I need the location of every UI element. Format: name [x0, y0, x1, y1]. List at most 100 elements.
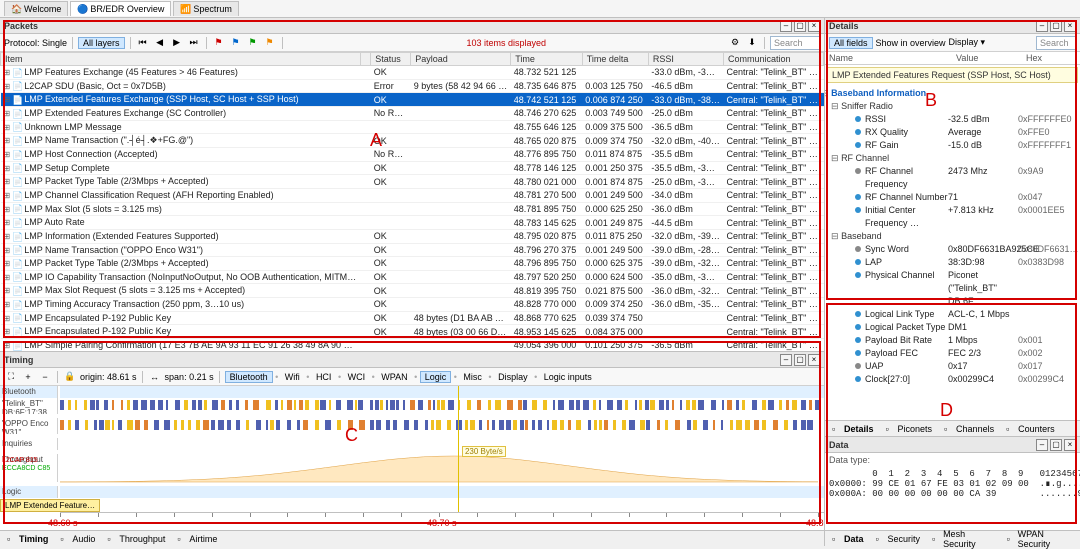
event[interactable] — [396, 400, 398, 410]
col-header[interactable]: Time — [511, 53, 583, 66]
timing-tab[interactable]: ▫Airtime — [174, 534, 220, 544]
event[interactable] — [196, 420, 200, 430]
event[interactable] — [525, 420, 528, 430]
event[interactable] — [467, 400, 471, 410]
track-label[interactable]: Logic — [0, 486, 58, 498]
event[interactable] — [488, 400, 492, 410]
event[interactable] — [246, 420, 250, 430]
event[interactable] — [144, 420, 148, 430]
event[interactable] — [583, 400, 589, 410]
event[interactable] — [599, 420, 602, 430]
min-icon[interactable]: – — [1036, 20, 1048, 32]
event[interactable] — [768, 400, 774, 410]
packet-row[interactable]: ⊞📄LMP Features Exchange (45 Features > 4… — [1, 66, 824, 80]
event[interactable] — [448, 400, 454, 410]
event[interactable] — [692, 400, 696, 410]
min-icon[interactable]: – — [1036, 439, 1048, 451]
min-icon[interactable]: – — [780, 354, 792, 366]
tree-leaf[interactable]: Physical ChannelPiconet ("Telink_BT" DB:… — [827, 269, 1078, 308]
event[interactable] — [815, 400, 820, 410]
search-input[interactable]: Search — [770, 36, 820, 50]
event[interactable] — [576, 420, 581, 430]
event[interactable] — [809, 400, 812, 410]
col-header[interactable]: Time delta — [582, 53, 648, 66]
event[interactable] — [645, 400, 648, 410]
event[interactable] — [721, 420, 723, 430]
packet-row[interactable]: ⊞📄L2CAP SDU (Basic, Oct = 0x7D5B)Error9 … — [1, 79, 824, 93]
event[interactable] — [276, 420, 280, 430]
proto-tab[interactable]: Wifi — [281, 372, 304, 382]
event[interactable] — [507, 400, 513, 410]
packet-row[interactable]: ⊞📄LMP Max Slot (5 slots = 3.125 ms)48.78… — [1, 202, 824, 216]
event[interactable] — [211, 420, 215, 430]
event[interactable] — [698, 400, 704, 410]
tab-welcome[interactable]: 🏠Welcome — [4, 1, 68, 16]
event[interactable] — [281, 400, 284, 410]
packet-row[interactable]: ⊞📄LMP Name Transaction ("OPPO Enco W31")… — [1, 243, 824, 257]
event[interactable] — [629, 420, 635, 430]
col-header[interactable] — [361, 53, 371, 66]
packet-grid[interactable]: ItemStatusPayloadTimeTime deltaRSSICommu… — [0, 52, 824, 351]
event[interactable] — [133, 400, 138, 410]
event[interactable] — [375, 400, 379, 410]
packet-row[interactable]: ⊞📄LMP Extended Features Exchange (SC Con… — [1, 106, 824, 120]
data-tab[interactable]: ▫Data — [829, 534, 867, 544]
event[interactable] — [418, 400, 423, 410]
event[interactable] — [569, 400, 574, 410]
event[interactable] — [305, 400, 309, 410]
event[interactable] — [212, 400, 218, 410]
selection-tag[interactable]: LMP Extended Feature… — [0, 499, 100, 512]
event[interactable] — [431, 420, 433, 430]
event[interactable] — [218, 420, 224, 430]
col-header[interactable]: RSSI — [648, 53, 723, 66]
packet-row[interactable]: ⊞📄LMP Timing Accuracy Transaction (250 p… — [1, 298, 824, 312]
event[interactable] — [604, 420, 608, 430]
event[interactable] — [347, 400, 352, 410]
packet-row[interactable]: ⊞📄LMP Packet Type Table (2/3Mbps + Accep… — [1, 257, 824, 271]
event[interactable] — [532, 420, 534, 430]
event[interactable] — [693, 420, 698, 430]
event[interactable] — [256, 420, 261, 430]
event[interactable] — [687, 420, 691, 430]
packet-row[interactable]: ⊞📄LMP Name Transaction (".┤é┤.❖+FG.@")OK… — [1, 134, 824, 148]
flag-blue-icon[interactable]: ⚑ — [229, 36, 243, 50]
event[interactable] — [184, 400, 188, 410]
event[interactable] — [762, 420, 767, 430]
event[interactable] — [722, 400, 724, 410]
event[interactable] — [730, 420, 733, 430]
event[interactable] — [336, 400, 341, 410]
event[interactable] — [594, 420, 597, 430]
event[interactable] — [786, 400, 788, 410]
event[interactable] — [410, 400, 415, 410]
event[interactable] — [370, 400, 374, 410]
event[interactable] — [752, 400, 757, 410]
tree-leaf[interactable]: RF Gain-15.0 dB0xFFFFFFF1 — [827, 139, 1078, 152]
track-label[interactable]: Bluetooth — [0, 386, 58, 398]
event[interactable] — [754, 420, 759, 430]
event[interactable] — [188, 420, 190, 430]
event[interactable] — [532, 400, 537, 410]
proto-tab[interactable]: Misc — [459, 372, 486, 382]
event[interactable] — [403, 400, 405, 410]
event[interactable] — [359, 420, 365, 430]
event[interactable] — [428, 400, 431, 410]
col-header[interactable]: Item — [1, 53, 361, 66]
packet-row[interactable]: ⊞📄LMP Information (Extended Features Sup… — [1, 229, 824, 243]
event[interactable] — [487, 420, 489, 430]
event[interactable] — [801, 420, 806, 430]
track-label[interactable]: "Telink_BT" DB:6F:17:38… — [0, 398, 58, 414]
event[interactable] — [665, 420, 668, 430]
event[interactable] — [266, 400, 271, 410]
event[interactable] — [547, 420, 549, 430]
event[interactable] — [588, 420, 591, 430]
event[interactable] — [607, 400, 613, 410]
proto-tab[interactable]: Logic — [420, 371, 452, 383]
event[interactable] — [518, 400, 522, 410]
event[interactable] — [675, 420, 680, 430]
tree-group[interactable]: ⊟ Baseband — [827, 230, 1078, 243]
subtab[interactable]: ▫Counters — [1003, 424, 1058, 434]
event[interactable] — [68, 400, 71, 410]
close-icon[interactable]: × — [808, 354, 820, 366]
filter-protocol[interactable]: Protocol: Single — [4, 38, 67, 48]
event[interactable] — [477, 400, 481, 410]
